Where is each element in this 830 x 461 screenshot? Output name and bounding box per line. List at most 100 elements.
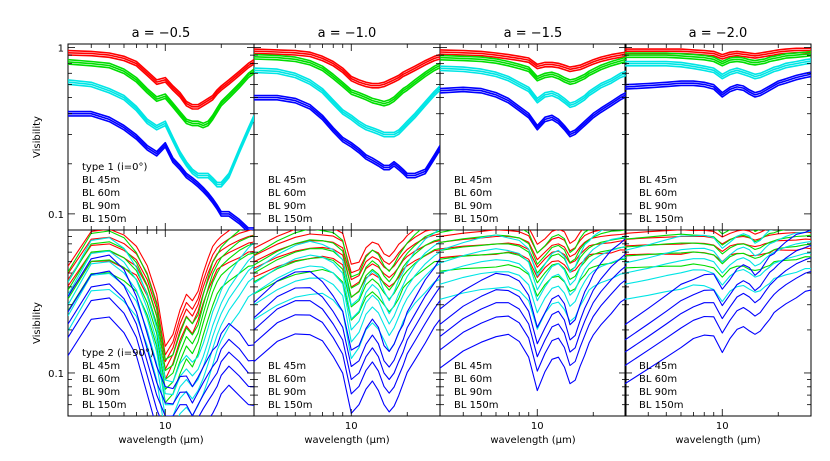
x-tick-label-2: 10 <box>531 421 544 432</box>
series-line-bl-90m-p10-4 <box>68 237 254 383</box>
legend-entry-0-1-2: BL 90m <box>268 201 306 212</box>
series-line-bl-150m-p10-4 <box>68 254 254 390</box>
series-line-bl-90m-p01-1 <box>254 69 440 136</box>
series-line-bl-90m-p01-0 <box>254 71 440 138</box>
series-line-bl-45m-p11-4 <box>254 230 415 265</box>
series-line-bl-90m-p11-4 <box>254 230 440 306</box>
series-line-bl-90m-p02-0 <box>440 69 626 109</box>
series-line-bl-150m-p11-3 <box>254 274 440 368</box>
series-line-bl-60m-p02-1 <box>440 56 626 83</box>
series-line-bl-150m-p12-0 <box>440 297 626 392</box>
series-line-bl-150m-p12-1 <box>440 279 626 372</box>
type-label-1: type 2 (i=90°) <box>82 348 154 359</box>
column-title-2: a = −1.5 <box>504 26 563 41</box>
y-tick-label-top-1: 0.1 <box>48 210 64 221</box>
legend-entry-0-1-1: BL 60m <box>268 188 306 199</box>
legend-entry-0-2-1: BL 60m <box>454 188 492 199</box>
series-line-bl-90m-p10-3 <box>68 250 254 396</box>
series-line-bl-60m-p03-2 <box>625 50 811 63</box>
series-line-bl-150m-p12-3 <box>440 253 626 345</box>
series-line-bl-90m-p12-0 <box>440 272 626 330</box>
panel-1-1-curves <box>254 230 440 414</box>
legend-entry-1-0-2: BL 90m <box>82 387 120 398</box>
series-line-bl-150m-p11-4 <box>254 258 440 353</box>
series-line-bl-90m-p02-2 <box>440 65 626 104</box>
legend-entry-0-3-2: BL 90m <box>639 201 677 212</box>
series-line-bl-150m-p03-1 <box>625 73 811 96</box>
series-line-bl-150m-p13-0 <box>625 289 811 385</box>
type-label-0: type 1 (i=0°) <box>82 162 147 173</box>
series-line-bl-60m-p00-1 <box>68 61 254 127</box>
series-line-bl-45m-p10-4 <box>68 230 232 347</box>
series-line-bl-150m-p02-1 <box>440 88 626 136</box>
series-line-bl-45m-p02-2 <box>440 49 626 68</box>
series-line-bl-60m-p01-1 <box>254 56 440 105</box>
legend-entry-1-1-3: BL 150m <box>268 400 312 411</box>
series-line-bl-150m-p10-1 <box>68 297 254 416</box>
legend-entry-1-3-1: BL 60m <box>639 374 677 385</box>
series-line-bl-45m-p03-2 <box>625 47 811 56</box>
series-line-bl-90m-p13-0 <box>625 267 811 303</box>
series-line-bl-150m-p10-2 <box>68 283 254 416</box>
legend-entry-1-3-3: BL 150m <box>639 400 683 411</box>
series-line-bl-45m-p03-1 <box>625 49 811 58</box>
series-line-bl-90m-p13-4 <box>625 230 774 251</box>
series-line-bl-150m-p13-3 <box>625 244 811 341</box>
series-line-bl-90m-p12-2 <box>440 245 626 302</box>
panel-1-0-curves <box>68 230 254 416</box>
legend-entry-1-3-0: BL 45m <box>639 361 677 372</box>
y-tick-label-top-0: 1 <box>58 44 64 55</box>
series-line-bl-45m-p02-1 <box>440 51 626 71</box>
series-line-bl-60m-p10-4 <box>68 230 243 361</box>
series-line-bl-45m-p01-0 <box>254 52 440 89</box>
series-line-bl-150m-p11-2 <box>254 286 440 381</box>
series-line-bl-60m-p13-3 <box>625 230 786 246</box>
series-line-bl-150m-p00-2 <box>68 110 254 229</box>
axis-ticks <box>67 44 812 416</box>
series-line-bl-60m-p11-4 <box>254 230 421 278</box>
legend-entry-0-0-0: BL 45m <box>82 175 120 186</box>
series-line-bl-60m-p11-1 <box>254 247 440 308</box>
series-line-bl-90m-p11-0 <box>254 278 440 360</box>
series-line-bl-150m-p11-0 <box>254 318 440 414</box>
panel-0-1-curves <box>254 48 440 179</box>
series-line-bl-150m-p01-2 <box>254 94 440 175</box>
legend-entry-1-0-3: BL 150m <box>82 400 126 411</box>
panel-1-2-curves <box>440 230 626 392</box>
series-line-bl-90m-p02-1 <box>440 67 626 106</box>
series-line-bl-90m-p13-1 <box>625 252 811 286</box>
series-line-bl-45m-p00-1 <box>68 52 254 108</box>
series-line-bl-60m-p01-0 <box>254 58 440 107</box>
series-line-bl-90m-p10-2 <box>68 261 254 406</box>
series-line-bl-60m-p10-0 <box>68 264 254 404</box>
legend-entry-0-0-2: BL 90m <box>82 201 120 212</box>
legend-entry-0-3-3: BL 150m <box>639 214 683 225</box>
series-line-bl-90m-p12-4 <box>440 230 604 277</box>
series-line-bl-90m-p10-1 <box>68 272 254 416</box>
series-line-bl-60m-p12-4 <box>440 230 590 254</box>
series-line-bl-90m-p13-3 <box>625 230 811 264</box>
series-line-bl-150m-p10-3 <box>68 270 254 405</box>
series-line-bl-90m-p03-1 <box>625 60 811 78</box>
series-line-bl-90m-p13-2 <box>625 241 811 274</box>
series-line-bl-150m-p03-0 <box>625 75 811 98</box>
legend-entry-0-2-0: BL 45m <box>454 175 492 186</box>
panel-0-0-curves <box>68 49 254 230</box>
series-line-bl-60m-p11-3 <box>254 230 440 289</box>
series-line-bl-45m-p10-3 <box>68 230 253 356</box>
y-axis-label-1: Visibility <box>32 302 43 344</box>
series-line-bl-45m-p00-0 <box>68 54 254 110</box>
series-line-bl-60m-p01-2 <box>254 53 440 103</box>
series-line-bl-150m-p01-1 <box>254 96 440 177</box>
series-line-bl-60m-p03-0 <box>625 54 811 67</box>
chart-labels: a = −0.5 a = −1.0 a = −1.5 a = −2.0 1 0.1 0.1 V… <box>32 26 761 446</box>
x-tick-label-3: 10 <box>716 421 729 432</box>
column-title-1: a = −1.0 <box>318 26 377 41</box>
series-line-bl-90m-p00-0 <box>68 83 254 188</box>
legend-entry-1-0-0: BL 45m <box>82 361 120 372</box>
series-line-bl-45m-p11-1 <box>254 240 440 288</box>
series-line-bl-150m-p02-0 <box>440 90 626 138</box>
series-line-bl-60m-p00-2 <box>68 58 254 125</box>
legend-entry-0-2-3: BL 150m <box>454 214 498 225</box>
